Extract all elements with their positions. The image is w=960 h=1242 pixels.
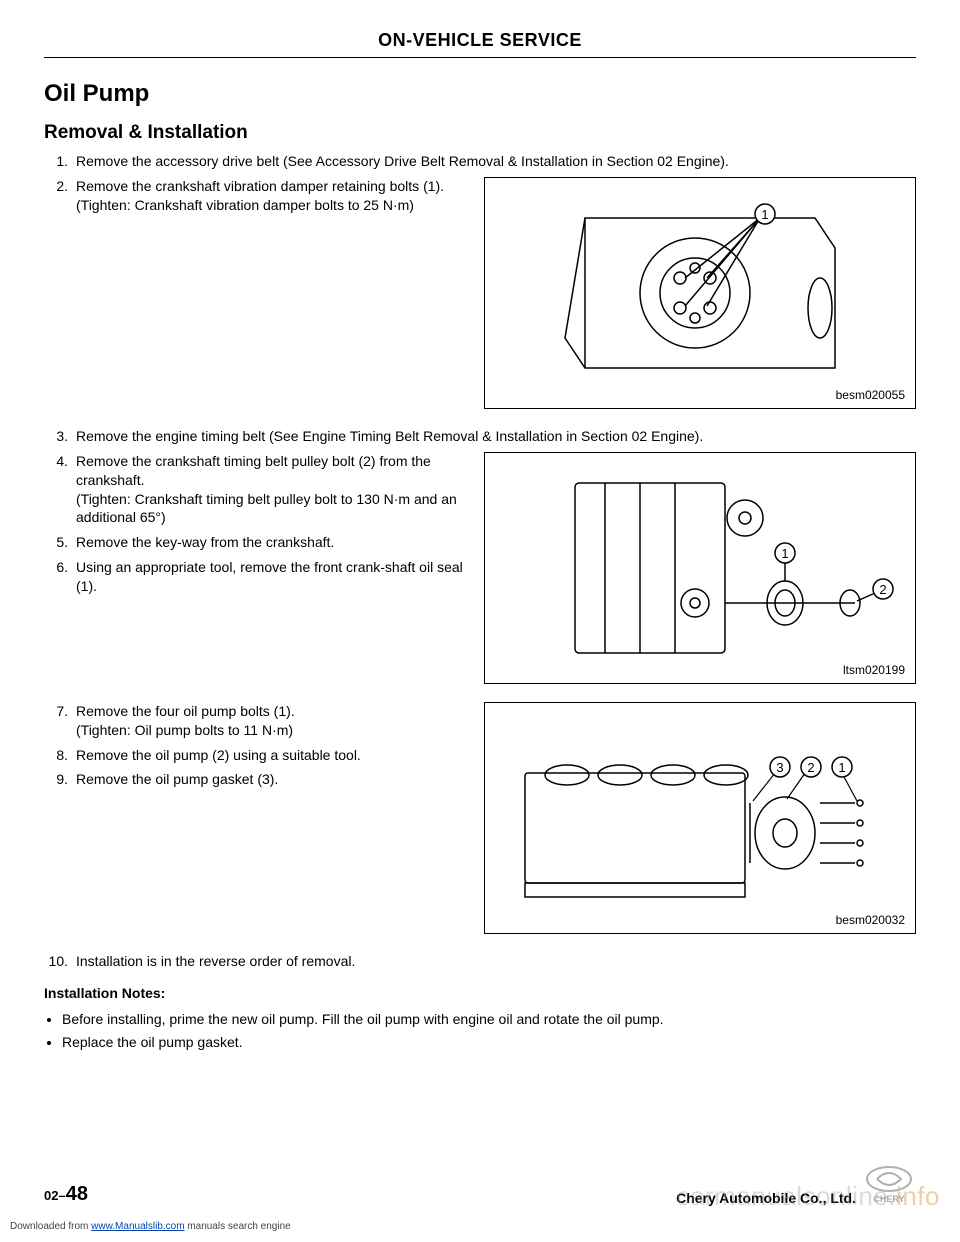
page-number-value: 48 bbox=[66, 1183, 88, 1205]
figure-caption: besm020032 bbox=[836, 913, 905, 927]
note-item: Before installing, prime the new oil pum… bbox=[62, 1009, 916, 1030]
step-8: 8. Remove the oil pump (2) using a suita… bbox=[44, 746, 468, 765]
step-text: Remove the oil pump gasket (3). bbox=[76, 770, 468, 789]
step-4: 4. Remove the crankshaft timing belt pul… bbox=[44, 452, 468, 528]
step-number: 5. bbox=[44, 533, 68, 552]
figure-caption: besm020055 bbox=[836, 388, 905, 402]
step-number: 8. bbox=[44, 746, 68, 765]
step-text: Remove the engine timing belt (See Engin… bbox=[76, 427, 916, 446]
step-text: Remove the crankshaft timing belt pulley… bbox=[76, 453, 431, 488]
page-number: 02–48 bbox=[44, 1183, 88, 1206]
callout-label: 1 bbox=[781, 546, 788, 561]
step-number: 1. bbox=[44, 152, 68, 171]
dl-post: manuals search engine bbox=[185, 1221, 291, 1232]
step-3: 3. Remove the engine timing belt (See En… bbox=[44, 427, 916, 446]
row-step2-fig1: 2. Remove the crankshaft vibration dampe… bbox=[44, 177, 916, 409]
step-text: Using an appropriate tool, remove the fr… bbox=[76, 558, 468, 596]
installation-notes-list: Before installing, prime the new oil pum… bbox=[44, 1009, 916, 1053]
step-5: 5. Remove the key-way from the crankshaf… bbox=[44, 533, 468, 552]
tighten-note: (Tighten: Crankshaft vibration damper bo… bbox=[76, 196, 468, 215]
figure-3: 3 2 1 besm020032 bbox=[484, 702, 916, 934]
step-number: 2. bbox=[44, 177, 68, 215]
step-2: 2. Remove the crankshaft vibration dampe… bbox=[44, 177, 468, 215]
step-text: Remove the accessory drive belt (See Acc… bbox=[76, 152, 916, 171]
watermark-suffix: .info bbox=[888, 1181, 940, 1211]
installation-notes-title: Installation Notes: bbox=[44, 985, 916, 1001]
step-number: 3. bbox=[44, 427, 68, 446]
row-steps4to6-fig2: 4. Remove the crankshaft timing belt pul… bbox=[44, 452, 916, 684]
step-text: Remove the four oil pump bolts (1). bbox=[76, 703, 295, 719]
step-number: 4. bbox=[44, 452, 68, 528]
step-text: Installation is in the reverse order of … bbox=[76, 952, 916, 971]
callout-label: 1 bbox=[838, 760, 845, 775]
note-item: Replace the oil pump gasket. bbox=[62, 1032, 916, 1053]
step-number: 9. bbox=[44, 770, 68, 789]
step-number: 10. bbox=[44, 952, 68, 971]
watermark: carmanualsonline.info bbox=[677, 1181, 940, 1212]
callout-label: 1 bbox=[761, 207, 768, 222]
tighten-note: (Tighten: Crankshaft timing belt pulley … bbox=[76, 490, 468, 528]
step-text: Remove the oil pump (2) using a suitable… bbox=[76, 746, 468, 765]
callout-label: 2 bbox=[807, 760, 814, 775]
step-text: Remove the crankshaft vibration damper r… bbox=[76, 178, 444, 194]
manualslib-link[interactable]: www.Manualslib.com bbox=[91, 1221, 184, 1232]
step-number: 6. bbox=[44, 558, 68, 596]
callout-label: 3 bbox=[776, 760, 783, 775]
step-number: 7. bbox=[44, 702, 68, 740]
figure-caption: ltsm020199 bbox=[843, 663, 905, 677]
callout-label: 2 bbox=[879, 582, 886, 597]
figure-1: 1 besm020055 bbox=[484, 177, 916, 409]
step-6: 6. Using an appropriate tool, remove the… bbox=[44, 558, 468, 596]
download-note: Downloaded from www.Manualslib.com manua… bbox=[10, 1221, 291, 1232]
step-7: 7. Remove the four oil pump bolts (1). (… bbox=[44, 702, 468, 740]
figure-2: 1 2 ltsm020199 bbox=[484, 452, 916, 684]
watermark-text: carmanualsonline bbox=[677, 1181, 889, 1211]
page-subtitle: Removal & Installation bbox=[44, 122, 916, 144]
tighten-note: (Tighten: Oil pump bolts to 11 N·m) bbox=[76, 721, 468, 740]
step-1: 1. Remove the accessory drive belt (See … bbox=[44, 152, 916, 171]
section-number: 02– bbox=[44, 1188, 66, 1203]
page-title: Oil Pump bbox=[44, 80, 916, 108]
step-9: 9. Remove the oil pump gasket (3). bbox=[44, 770, 468, 789]
section-header: ON-VEHICLE SERVICE bbox=[44, 30, 916, 58]
row-steps7to9-fig3: 7. Remove the four oil pump bolts (1). (… bbox=[44, 702, 916, 934]
step-10: 10. Installation is in the reverse order… bbox=[44, 952, 916, 971]
step-text: Remove the key-way from the crankshaft. bbox=[76, 533, 468, 552]
dl-pre: Downloaded from bbox=[10, 1221, 91, 1232]
